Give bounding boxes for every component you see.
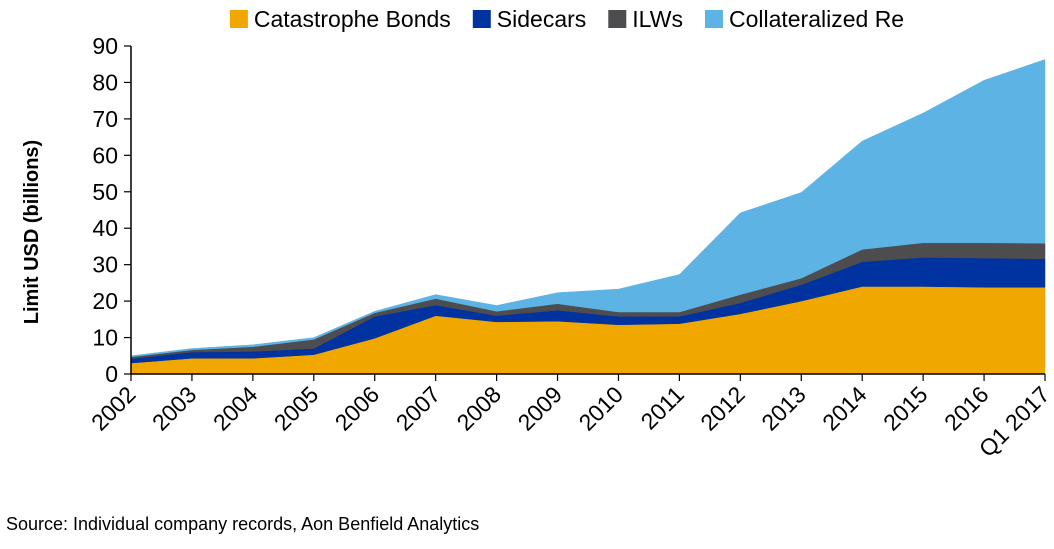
y-axis-title: Limit USD (billions) — [21, 140, 43, 324]
x-tick-label: 2016 — [939, 381, 994, 436]
y-tick-label: 80 — [92, 69, 118, 95]
x-tick-label: 2009 — [512, 381, 567, 436]
legend-label-catastrophe-bonds: Catastrophe Bonds — [254, 6, 451, 32]
x-tick-label: 2010 — [573, 381, 628, 436]
x-tick-label: 2004 — [208, 381, 263, 436]
y-tick-label: 60 — [92, 142, 118, 168]
y-tick-label: 0 — [105, 361, 118, 387]
legend-swatch-collateralized-re — [704, 10, 723, 28]
y-tick-label: 20 — [92, 288, 118, 314]
area-series-group — [130, 59, 1046, 375]
y-tick-label: 10 — [92, 325, 118, 351]
x-tick-label: 2005 — [269, 381, 324, 436]
x-tick-label: 2008 — [452, 381, 507, 436]
legend-label-collateralized-re: Collateralized Re — [729, 6, 904, 32]
legend-swatch-ilws — [608, 10, 627, 28]
x-tick-label: 2015 — [878, 381, 933, 436]
x-tick-label: 2012 — [695, 381, 750, 436]
x-tick-label: 2002 — [86, 381, 141, 436]
x-tick-label: 2003 — [147, 381, 202, 436]
y-tick-label: 50 — [92, 179, 118, 205]
x-tick-label: 2013 — [756, 381, 811, 436]
legend-label-ilws: ILWs — [632, 6, 683, 32]
y-tick-label: 70 — [92, 106, 118, 132]
x-tick-label: 2011 — [636, 381, 689, 434]
y-tick-label: 40 — [92, 215, 118, 241]
y-tick-label: 30 — [92, 252, 118, 278]
source-note: Source: Individual company records, Aon … — [6, 514, 479, 534]
y-tick-label: 90 — [92, 33, 118, 59]
x-tick-label: 2014 — [817, 381, 872, 436]
x-tick-label: 2007 — [391, 381, 446, 436]
legend: Catastrophe Bonds Sidecars ILWs Collaterali… — [229, 6, 904, 32]
legend-swatch-sidecars — [472, 10, 491, 28]
x-tick-label: 2006 — [330, 381, 385, 436]
legend-label-sidecars: Sidecars — [497, 6, 586, 32]
area-collateralized-re — [130, 59, 1046, 358]
legend-swatch-catastrophe-bonds — [229, 10, 248, 28]
